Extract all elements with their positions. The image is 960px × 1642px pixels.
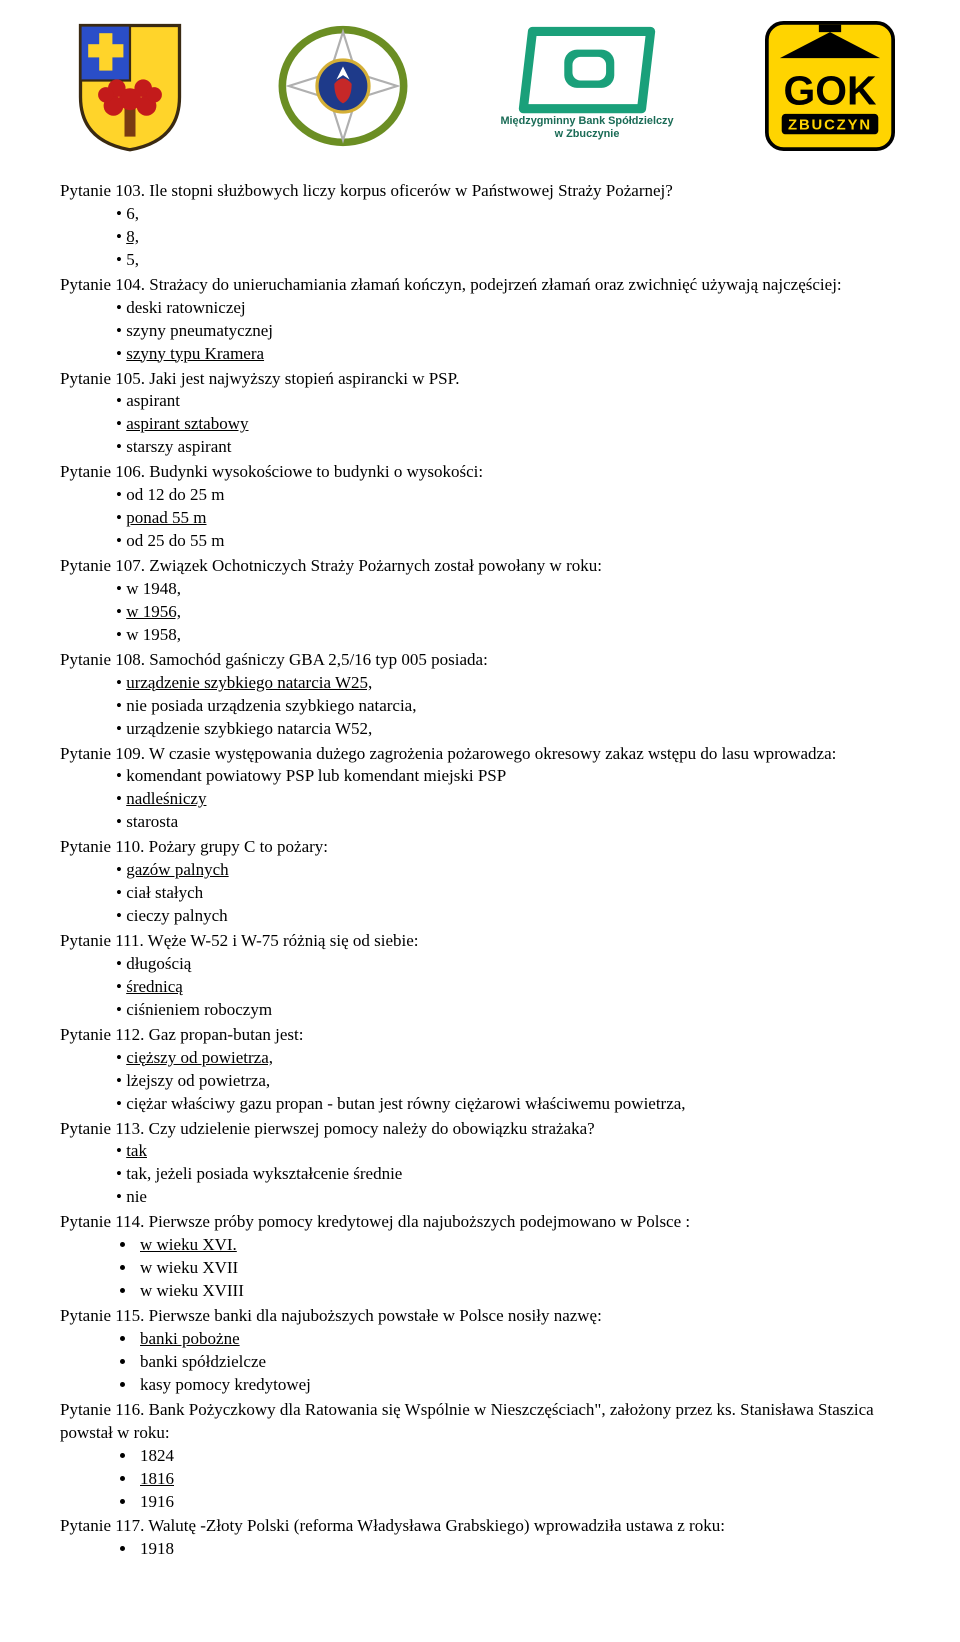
question-text: Pytanie 110. Pożary grupy C to pożary: (60, 836, 900, 859)
option: ciężar właściwy gazu propan - butan jest… (116, 1093, 900, 1116)
question-text: Pytanie 115. Pierwsze banki dla najubożs… (60, 1305, 900, 1328)
options: w wieku XVI.w wieku XVIIw wieku XVIII (60, 1234, 900, 1303)
gok-line1: GOK (783, 68, 877, 114)
question-text: Pytanie 117. Walutę -Złoty Polski (refor… (60, 1515, 900, 1538)
bank-line2: w Zbuczynie (553, 128, 619, 140)
question-text: Pytanie 103. Ile stopni służbowych liczy… (60, 180, 900, 203)
question-text: Pytanie 108. Samochód gaśniczy GBA 2,5/1… (60, 649, 900, 672)
option: w wieku XVIII (116, 1280, 900, 1303)
option: banki pobożne (116, 1328, 900, 1351)
option: kasy pomocy kredytowej (116, 1374, 900, 1397)
option: urządzenie szybkiego natarcia W25, (116, 672, 900, 695)
option: 1816 (116, 1468, 900, 1491)
options: od 12 do 25 mponad 55 mod 25 do 55 m (60, 484, 900, 553)
options: taktak, jeżeli posiada wykształcenie śre… (60, 1140, 900, 1209)
option: deski ratowniczej (116, 297, 900, 320)
option: aspirant sztabowy (116, 413, 900, 436)
option: w wieku XVII (116, 1257, 900, 1280)
option: lżejszy od powietrza, (116, 1070, 900, 1093)
question-text: Pytanie 116. Bank Pożyczkowy dla Ratowan… (60, 1399, 900, 1445)
question-text: Pytanie 114. Pierwsze próby pomocy kredy… (60, 1211, 900, 1234)
option: 1918 (116, 1538, 900, 1561)
question-text: Pytanie 105. Jaki jest najwyższy stopień… (60, 368, 900, 391)
question-text: Pytanie 111. Węże W-52 i W-75 różnią się… (60, 930, 900, 953)
option: nadleśniczy (116, 788, 900, 811)
option: szyny typu Kramera (116, 343, 900, 366)
option: nie posiada urządzenia szybkiego natarci… (116, 695, 900, 718)
options: urządzenie szybkiego natarcia W25,nie po… (60, 672, 900, 741)
option: 5, (116, 249, 900, 272)
option: urządzenie szybkiego natarcia W52, (116, 718, 900, 741)
options: 1918 (60, 1538, 900, 1561)
options: deski ratowniczejszyny pneumatycznejszyn… (60, 297, 900, 366)
option: gazów palnych (116, 859, 900, 882)
option: cięższy od powietrza, (116, 1047, 900, 1070)
option: 8, (116, 226, 900, 249)
coat-of-arms-icon (60, 16, 200, 156)
question-text: Pytanie 107. Związek Ochotniczych Straży… (60, 555, 900, 578)
option: w 1958, (116, 624, 900, 647)
option: w wieku XVI. (116, 1234, 900, 1257)
option: długością (116, 953, 900, 976)
options: aspirantaspirant sztabowystarszy aspiran… (60, 390, 900, 459)
option: średnicą (116, 976, 900, 999)
question-text: Pytanie 106. Budynki wysokościowe to bud… (60, 461, 900, 484)
gok-line2: ZBUCZYN (788, 118, 872, 134)
option: ponad 55 m (116, 507, 900, 530)
options: banki pobożnebanki spółdzielczekasy pomo… (60, 1328, 900, 1397)
options: 182418161916 (60, 1445, 900, 1514)
options: gazów palnychciał stałychcieczy palnych (60, 859, 900, 928)
option: w 1956, (116, 601, 900, 624)
option: tak (116, 1140, 900, 1163)
option: od 12 do 25 m (116, 484, 900, 507)
options: 6,8,5, (60, 203, 900, 272)
option: nie (116, 1186, 900, 1209)
bank-logo-icon: Międzygminny Bank Spółdzielczy w Zbuczyn… (487, 16, 687, 156)
option: w 1948, (116, 578, 900, 601)
question-text: Pytanie 109. W czasie występowania dużeg… (60, 743, 900, 766)
question-list: Pytanie 103. Ile stopni służbowych liczy… (60, 180, 900, 1561)
bank-line1: Międzygminny Bank Spółdzielczy (500, 115, 673, 127)
option: cieczy palnych (116, 905, 900, 928)
option: starszy aspirant (116, 436, 900, 459)
option: od 25 do 55 m (116, 530, 900, 553)
option: aspirant (116, 390, 900, 413)
page: Międzygminny Bank Spółdzielczy w Zbuczyn… (0, 0, 960, 1603)
option: 1824 (116, 1445, 900, 1468)
question-text: Pytanie 112. Gaz propan-butan jest: (60, 1024, 900, 1047)
option: ciał stałych (116, 882, 900, 905)
option: szyny pneumatycznej (116, 320, 900, 343)
options: komendant powiatowy PSP lub komendant mi… (60, 765, 900, 834)
options: długościąśrednicąciśnieniem roboczym (60, 953, 900, 1022)
options: cięższy od powietrza,lżejszy od powietrz… (60, 1047, 900, 1116)
option: ciśnieniem roboczym (116, 999, 900, 1022)
question-text: Pytanie 113. Czy udzielenie pierwszej po… (60, 1118, 900, 1141)
option: tak, jeżeli posiada wykształcenie średni… (116, 1163, 900, 1186)
gok-logo-icon: GOK ZBUCZYN (760, 16, 900, 156)
option: banki spółdzielcze (116, 1351, 900, 1374)
logo-row: Międzygminny Bank Spółdzielczy w Zbuczyn… (60, 16, 900, 156)
fire-brigade-cross-icon (273, 16, 413, 156)
question-text: Pytanie 104. Strażacy do unieruchamiania… (60, 274, 900, 297)
option: 1916 (116, 1491, 900, 1514)
option: 6, (116, 203, 900, 226)
options: w 1948,w 1956,w 1958, (60, 578, 900, 647)
option: komendant powiatowy PSP lub komendant mi… (116, 765, 900, 788)
option: starosta (116, 811, 900, 834)
